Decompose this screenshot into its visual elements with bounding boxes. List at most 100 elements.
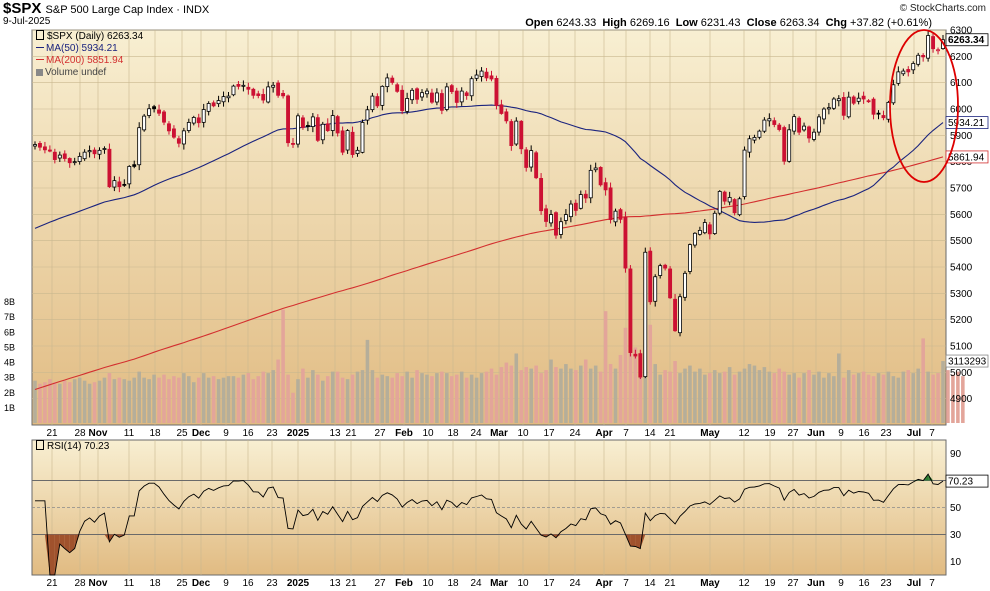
price-candle [722,191,727,202]
x-tick-label: Jun [807,428,825,439]
price-candle [717,191,722,214]
volume-bar [335,371,340,423]
price-candle [52,151,57,160]
volume-bar [712,370,717,423]
volume-bar [534,365,538,423]
price-candle [216,100,221,105]
price-tick-label: 5200 [950,315,973,326]
price-tick-label: 6000 [950,105,973,116]
volume-bar [291,392,295,423]
price-candle [817,116,821,133]
price-candle [206,103,211,112]
price-candle [152,106,157,110]
price-candle [484,71,489,79]
rsi-x-tick-label: 10 [517,578,529,589]
price-candle [246,86,251,90]
price-candle [420,92,424,98]
price-candle [618,209,623,220]
price-candle [921,55,926,58]
volume-bar [167,379,171,423]
volume-bar [271,370,275,423]
price-tick-label: 5600 [950,210,973,221]
x-tick-label: Mar [490,428,508,439]
price-candle [127,166,132,185]
volume-bar [77,377,82,423]
price-tick-label: 6100 [950,78,973,89]
price-candle [479,70,484,77]
price-candle [350,131,355,155]
volume-bar [837,353,841,423]
price-candle [653,276,658,302]
price-candle [936,49,940,52]
volume-bar [559,368,563,423]
volume-bar [172,376,176,423]
volume-tick-label: 6B [4,327,15,337]
price-candle [57,154,62,159]
price-tick-label: 6300 [950,26,973,37]
volume-bar [896,377,901,423]
price-candle [554,212,558,236]
x-tick-label: 18 [447,428,459,439]
volume-bar [102,377,107,423]
rsi-x-tick-label: Jun [807,578,825,589]
price-candle [191,117,196,124]
volume-bar [256,376,261,423]
volume-bar [236,377,241,423]
price-candle [608,187,613,220]
rsi-x-tick-label: 25 [176,578,188,589]
price-candle [117,181,122,188]
volume-bar [832,376,836,423]
x-tick-label: 27 [787,428,799,439]
volume-bar [588,368,593,423]
volume-bar [469,374,474,423]
volume-bar [380,374,385,423]
volume-bars [33,309,965,423]
rsi-legend: RSI(14) 70.23 [36,440,109,453]
price-candle [449,85,454,93]
volume-bar [742,368,747,423]
price-candle [683,272,687,298]
price-candle [72,161,77,164]
price-candle [911,63,916,71]
price-candle [524,149,529,168]
rsi-x-tick-label: 24 [569,578,581,589]
volume-bar [454,374,459,423]
volume-bar [886,371,891,423]
price-candle [603,182,608,191]
legend-volume-icon [36,69,43,76]
price-candle [107,148,112,188]
price-candle [256,93,261,96]
price-candle [167,123,171,132]
volume-bar [931,374,935,423]
ma200-line [34,156,944,391]
price-candle [568,203,573,218]
price-candle [181,130,186,145]
volume-bar [881,374,886,423]
legend-ma50-label: MA(50) 5934.21 [46,43,118,54]
rsi-oversold-fill [69,534,75,553]
volume-bar [311,370,315,423]
x-tick-label: 23 [266,428,278,439]
volume-bar [698,368,702,423]
price-candle [876,112,881,115]
volume-tick-label: 5B [4,342,15,352]
legend-candle-icon [36,30,44,40]
price-candle [226,95,231,99]
volume-bar [330,371,335,423]
volume-bar [162,374,166,423]
price-candle [261,94,266,101]
volume-bar [941,361,945,423]
volume-bar [276,359,280,423]
price-candle [539,178,544,212]
volume-bar [385,376,390,423]
volume-bar [410,377,414,423]
volume-bar [593,365,598,423]
volume-bar [569,368,573,423]
price-candle [390,77,395,83]
price-candle [157,109,161,114]
x-tick-label: 24 [470,428,482,439]
price-candle [305,125,310,127]
price-tick-label: 5300 [950,289,973,300]
volume-bar [911,373,916,423]
volume-bar [400,376,404,423]
